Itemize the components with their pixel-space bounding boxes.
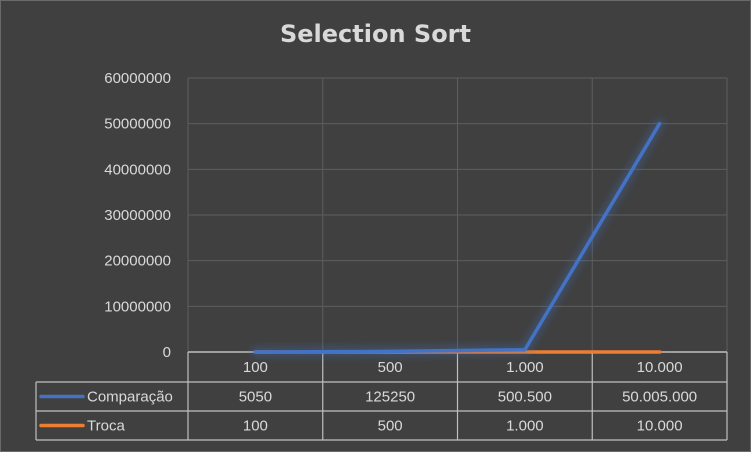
table-cell-value: 5050 — [239, 389, 272, 406]
category-label: 100 — [243, 359, 268, 376]
category-label: 10.000 — [637, 359, 683, 376]
table-cell-value: 500.500 — [498, 389, 552, 406]
category-label: 1.000 — [506, 359, 544, 376]
table-cell-value: 50.005.000 — [622, 389, 697, 406]
y-tick-label: 10000000 — [104, 298, 171, 315]
legend-series-name: Troca — [87, 418, 125, 435]
table-cell-value: 1.000 — [506, 418, 544, 435]
y-tick-label: 50000000 — [104, 116, 171, 133]
table-cell-value: 100 — [243, 418, 268, 435]
y-tick-label: 0 — [163, 344, 171, 361]
chart-title: Selection Sort — [279, 20, 471, 48]
y-tick-label: 40000000 — [104, 161, 171, 178]
y-tick-label: 60000000 — [104, 70, 171, 87]
y-tick-label: 20000000 — [104, 253, 171, 270]
category-label: 500 — [378, 359, 403, 376]
legend-series-name: Comparação — [87, 389, 173, 406]
table-cell-value: 500 — [378, 418, 403, 435]
table-cell-value: 10.000 — [637, 418, 683, 435]
table-cell-value: 125250 — [365, 389, 415, 406]
y-tick-label: 30000000 — [104, 207, 171, 224]
series-line — [253, 121, 662, 354]
